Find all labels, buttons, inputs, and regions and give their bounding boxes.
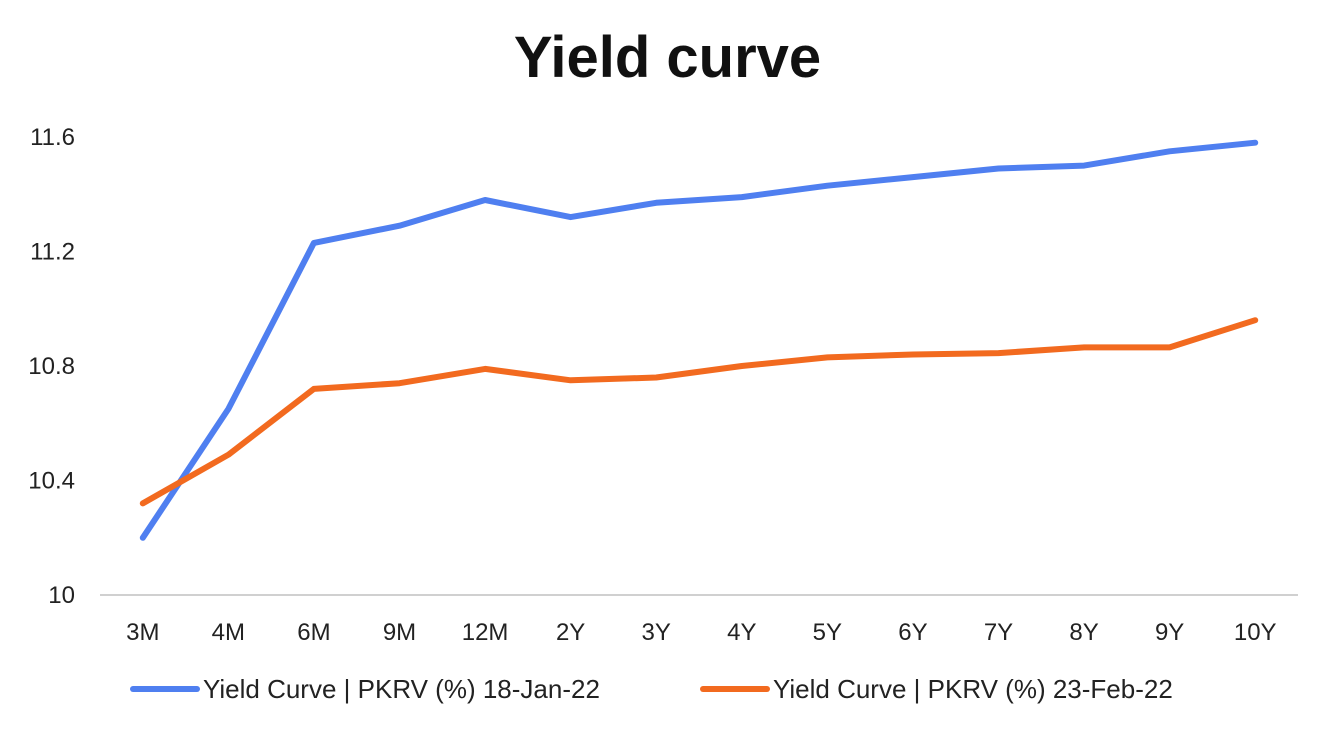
series-line-2	[139, 317, 1259, 507]
data-point	[142, 537, 144, 539]
data-point	[484, 199, 486, 201]
x-tick-label: 4Y	[727, 619, 756, 646]
data-point	[655, 377, 657, 378]
x-tick-label: 9Y	[1155, 619, 1184, 646]
data-point	[399, 382, 400, 384]
data-point	[741, 196, 743, 198]
x-tick-label: 5Y	[813, 619, 842, 646]
data-point	[484, 368, 486, 370]
data-point	[655, 202, 657, 204]
data-point	[912, 176, 914, 178]
data-point	[570, 379, 572, 381]
data-point	[399, 225, 400, 227]
legend: Yield Curve | PKRV (%) 18-Jan-22 Yield Cu…	[130, 674, 1173, 704]
data-point	[998, 168, 999, 169]
data-point	[1254, 319, 1256, 321]
data-point	[313, 242, 315, 244]
x-tick-label: 3Y	[642, 619, 671, 646]
y-tick-label: 11.6	[30, 124, 75, 151]
y-tick-label: 10.4	[28, 468, 75, 495]
x-tick-label: 7Y	[984, 619, 1013, 646]
series-lines	[139, 139, 1259, 541]
data-point	[826, 185, 828, 187]
x-tick-label: 12M	[462, 619, 509, 646]
data-point	[826, 356, 828, 358]
x-axis-ticks: 3M 4M 6M 9M 12M 2Y 3Y 4Y 5Y 6Y 7Y 8Y 9Y 10Y	[126, 619, 1276, 646]
data-point	[570, 216, 572, 218]
x-tick-label: 8Y	[1069, 619, 1098, 646]
x-tick-label: 3M	[126, 619, 159, 646]
y-tick-label: 10	[48, 582, 75, 609]
x-tick-label: 6M	[297, 619, 330, 646]
data-point	[998, 352, 999, 354]
data-point	[1254, 142, 1256, 144]
x-tick-label: 9M	[383, 619, 416, 646]
x-tick-label: 4M	[212, 619, 245, 646]
data-point	[1083, 165, 1085, 167]
x-tick-label: 10Y	[1234, 619, 1277, 646]
y-tick-label: 11.2	[30, 239, 75, 266]
data-point	[1169, 150, 1171, 152]
data-point	[227, 454, 229, 456]
data-point	[1169, 346, 1171, 348]
legend-label: Yield Curve | PKRV (%) 18-Jan-22	[203, 674, 600, 704]
data-point	[1083, 346, 1085, 348]
chart-title: Yield curve	[513, 25, 822, 90]
y-tick-label: 10.8	[28, 353, 75, 380]
data-point	[912, 354, 914, 355]
data-point	[313, 388, 315, 390]
y-axis-ticks: 10 10.4 10.8 11.2 11.6	[28, 124, 75, 609]
data-point	[142, 502, 144, 504]
series-line-1	[139, 139, 1259, 541]
x-tick-label: 6Y	[898, 619, 927, 646]
x-tick-label: 2Y	[556, 619, 585, 646]
data-point	[227, 408, 229, 410]
data-point	[741, 365, 743, 367]
legend-label: Yield Curve | PKRV (%) 23-Feb-22	[773, 674, 1173, 704]
